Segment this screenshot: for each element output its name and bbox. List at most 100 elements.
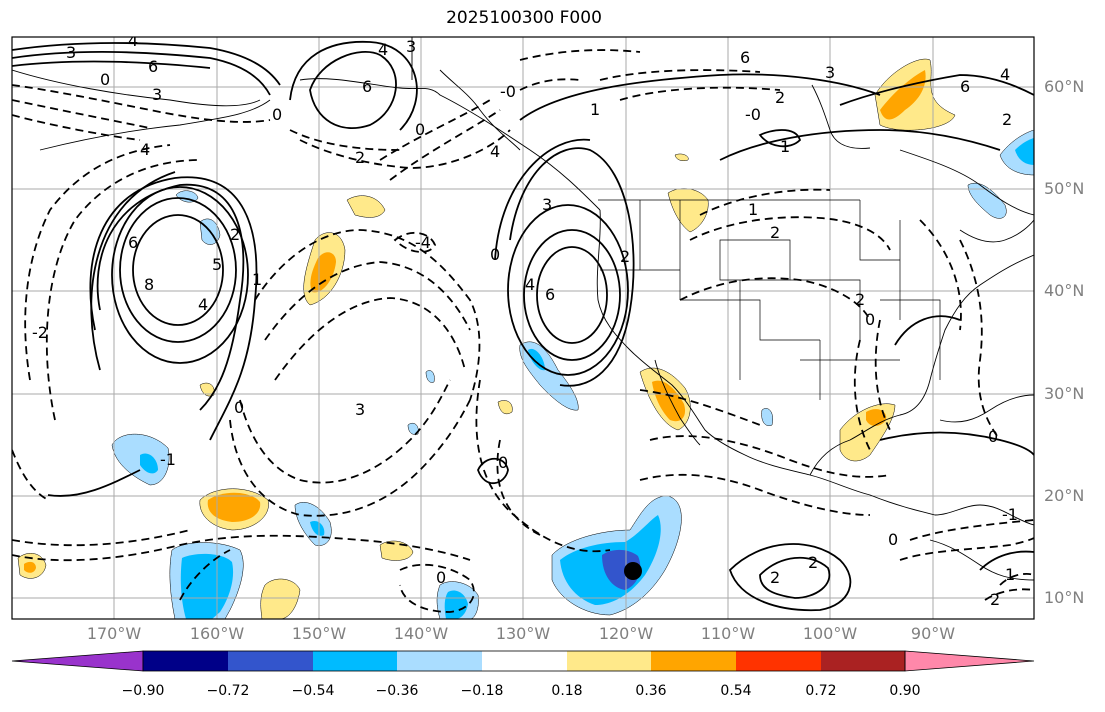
shade-orange	[880, 70, 926, 120]
colorbar-segment	[821, 651, 905, 671]
contour-label: 3	[542, 195, 552, 214]
colorbar-segment	[567, 651, 651, 671]
shade-yellow	[674, 153, 689, 162]
colorbar-tick-label: 0.72	[805, 683, 837, 699]
colorbar-tick-label: −0.90	[121, 683, 165, 699]
lon-label: 110°W	[700, 624, 756, 643]
contour-label: 1	[252, 270, 262, 289]
contour-label: 2	[355, 148, 365, 167]
shade-light-blue	[425, 370, 435, 383]
contour-label: 6	[128, 233, 138, 252]
contour-label: 0	[272, 105, 282, 124]
lat-label: 40°N	[1044, 281, 1085, 300]
lon-label: 160°W	[189, 624, 245, 643]
contour-label: 4	[198, 295, 208, 314]
shade-yellow	[667, 188, 709, 233]
contour-label: 0	[100, 70, 110, 89]
contour-label: 0	[988, 427, 998, 446]
lon-label: 150°W	[291, 624, 347, 643]
dashed-contours	[12, 49, 1034, 613]
contour-label: 2	[230, 225, 240, 244]
contour-label: 2	[855, 290, 865, 309]
shade-yellow	[497, 400, 513, 415]
lat-label: 10°N	[1044, 588, 1085, 607]
lat-label: 50°N	[1044, 179, 1085, 198]
contour-label: 3	[406, 37, 416, 56]
contour-label: 3	[152, 85, 162, 104]
map-content: 3 4 0 3 6 4 3 6 0 0 6 3 2 -0 1 6 -0 4 1 …	[12, 31, 1034, 619]
contour-label: 4	[128, 31, 138, 50]
observation-marker	[624, 562, 642, 580]
lon-label: 100°W	[802, 624, 858, 643]
colorbar-segment	[736, 651, 821, 671]
contour-label: 1	[590, 100, 600, 119]
contour-label: -4	[415, 233, 431, 252]
coastlines	[12, 37, 1034, 581]
lat-label: 30°N	[1044, 384, 1085, 403]
colorbar-tick-label: −0.72	[206, 683, 250, 699]
contour-label: -2	[32, 323, 48, 342]
contour-label: 6	[740, 48, 750, 67]
contour-label: 1	[748, 200, 758, 219]
contour-label: 3	[825, 63, 835, 82]
contour-labels: 3 4 0 3 6 4 3 6 0 0 6 3 2 -0 1 6 -0 4 1 …	[32, 31, 1018, 609]
map-title: 2025100300 F000	[446, 8, 602, 28]
contour-label: 3	[66, 43, 76, 62]
shade-yellow	[260, 578, 301, 619]
shade-orange	[310, 252, 336, 293]
shade-orange	[652, 380, 686, 422]
colorbar-tick-label: 0.90	[889, 683, 921, 699]
lon-label: 140°W	[393, 624, 449, 643]
colorbar	[11, 650, 1035, 672]
colorbar-segment	[482, 651, 567, 671]
contour-label: 4	[525, 275, 535, 294]
lon-label: 90°W	[910, 624, 956, 643]
colorbar-tick-label: 0.18	[551, 683, 583, 699]
colorbar-segment	[313, 651, 397, 671]
contour-label: -1	[160, 450, 176, 469]
contour-label: 3	[355, 400, 365, 419]
contour-label: 0	[415, 120, 425, 139]
contour-label: 0	[436, 568, 446, 587]
shade-yellow	[199, 382, 215, 397]
lat-label: 20°N	[1044, 486, 1085, 505]
state-borders	[598, 199, 941, 400]
contour-label: 2	[770, 223, 780, 242]
contour-label: 6	[362, 77, 372, 96]
contour-label: 2	[990, 590, 1000, 609]
contour-label: 2	[775, 88, 785, 107]
contour-label: 5	[212, 255, 222, 274]
shade-blue	[180, 553, 234, 619]
contour-label: 4	[1000, 65, 1010, 84]
colorbar-segment	[397, 651, 482, 671]
lon-label: 130°W	[495, 624, 551, 643]
colorbar-tick-label: 0.54	[720, 683, 752, 699]
contour-label: -1	[1002, 505, 1018, 524]
shade-light-blue	[967, 183, 1007, 219]
colorbar-segment	[143, 651, 228, 671]
shade-yellow	[379, 540, 414, 561]
contour-label: 6	[148, 57, 158, 76]
contour-label: 2	[770, 568, 780, 587]
colorbar-tick-label: −0.18	[460, 683, 504, 699]
contour-label: 8	[144, 275, 154, 294]
shade-yellow	[346, 195, 386, 218]
contour-label: -0	[745, 105, 761, 124]
colorbar-segment	[651, 651, 736, 671]
lon-label: 120°W	[598, 624, 654, 643]
shade-orange	[207, 492, 261, 522]
contour-label: 2	[1002, 110, 1012, 129]
contour-label: 1	[1005, 565, 1015, 584]
colorbar-extend-high	[904, 650, 1035, 672]
colorbar-extend-low	[11, 650, 144, 672]
contour-label: 4	[490, 142, 500, 161]
solid-contours	[12, 40, 1034, 612]
lat-label: 60°N	[1044, 77, 1085, 96]
map-frame	[11, 36, 1035, 620]
shade-orange	[24, 561, 36, 573]
contour-label: 2	[620, 247, 630, 266]
shade-blue	[1015, 138, 1034, 165]
shade-light-blue	[407, 422, 419, 435]
contour-label: 0	[490, 245, 500, 264]
contour-label: 6	[545, 285, 555, 304]
